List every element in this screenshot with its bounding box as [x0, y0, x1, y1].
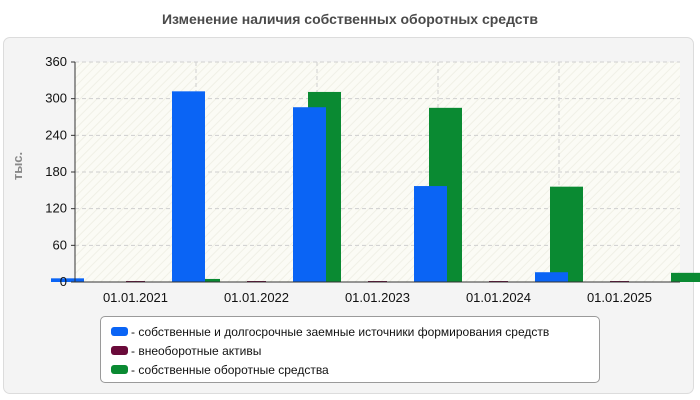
x-tick-label: 01.01.2025	[587, 290, 652, 305]
bar	[293, 107, 326, 282]
axes: 0 60 120 180 240 300 360 01.01.2021 01.01.2022 01…	[45, 54, 680, 305]
legend-swatch-series-3	[111, 365, 128, 374]
legend-item: - внеоборотные активы	[111, 341, 599, 360]
legend-label: - внеоборотные активы	[131, 343, 262, 358]
y-axis-label: тыс.	[10, 152, 25, 180]
legend: - собственные и долгосрочные заемные ист…	[100, 316, 600, 383]
x-tick-label: 01.01.2021	[103, 290, 168, 305]
y-tick-label: 360	[45, 54, 67, 69]
bar	[414, 186, 447, 282]
chart-title: Изменение наличия собственных оборотных …	[161, 11, 539, 27]
bar	[550, 186, 583, 282]
x-tick-label: 01.01.2022	[224, 290, 289, 305]
legend-label: - собственные и долгосрочные заемные ист…	[131, 324, 550, 339]
y-tick-label: 300	[45, 91, 67, 106]
legend-swatch-series-2	[111, 346, 128, 355]
legend-item: - собственные оборотные средства	[111, 360, 599, 379]
x-tick-label: 01.01.2024	[466, 290, 531, 305]
x-tick-label: 01.01.2023	[345, 290, 410, 305]
y-tick-label: 120	[45, 201, 67, 216]
y-tick-label: 180	[45, 164, 67, 179]
bar	[172, 91, 205, 282]
y-tick-label: 240	[45, 127, 67, 142]
bars	[51, 91, 700, 282]
bar	[51, 278, 84, 282]
legend-swatch-series-1	[111, 327, 128, 336]
legend-item: - собственные и долгосрочные заемные ист…	[111, 322, 599, 341]
bar	[535, 272, 568, 282]
legend-label: - собственные оборотные средства	[131, 362, 329, 377]
bar	[671, 272, 700, 282]
y-tick-label: 0	[60, 274, 67, 289]
y-tick-label: 60	[53, 237, 67, 252]
